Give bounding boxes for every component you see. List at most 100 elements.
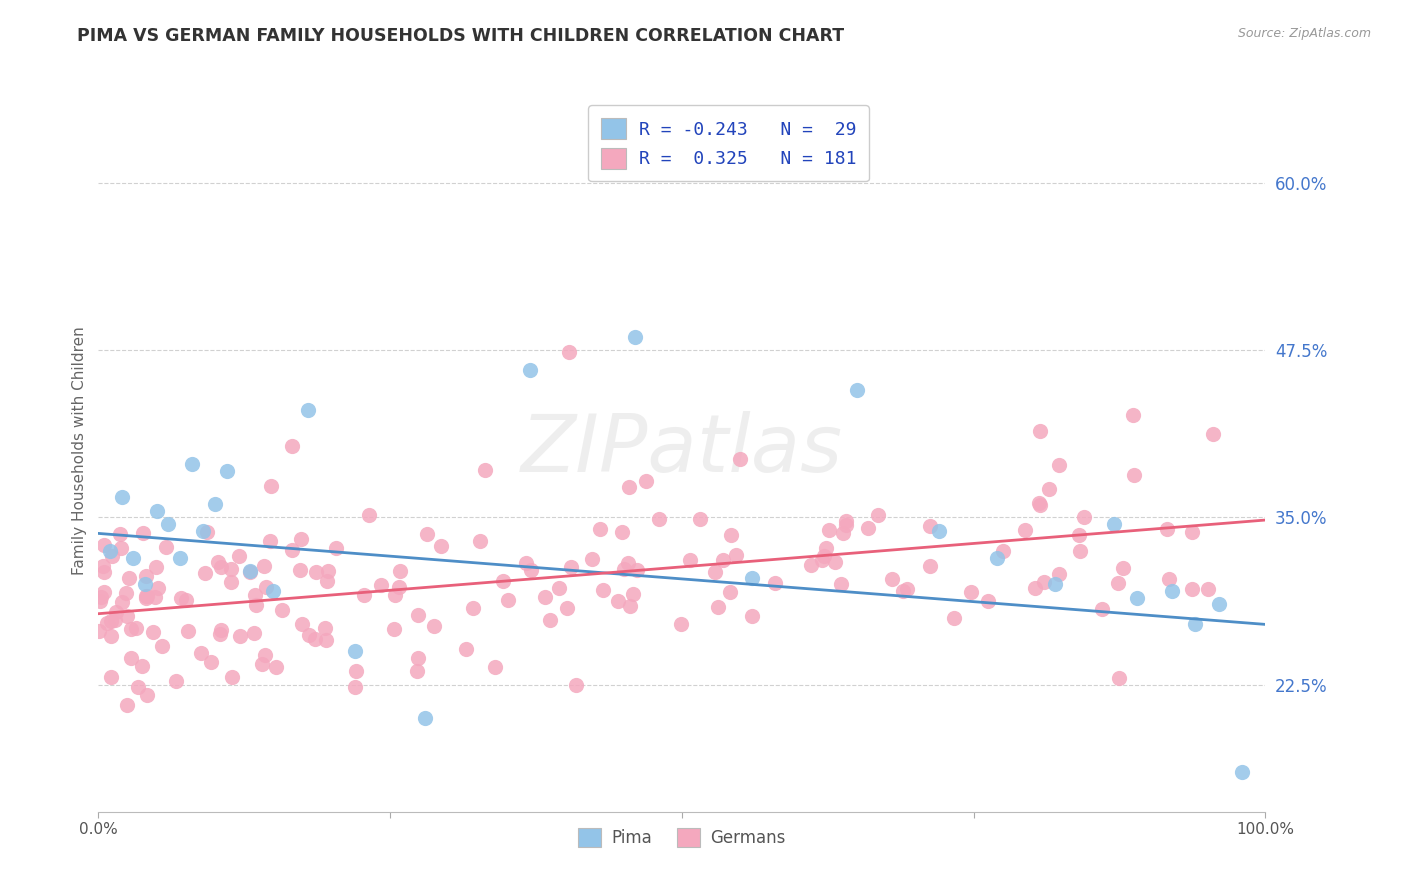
Point xyxy=(619,599,641,614)
Point xyxy=(456,642,478,657)
Point xyxy=(297,403,319,417)
Point xyxy=(190,646,212,660)
Point xyxy=(492,574,515,588)
Point xyxy=(1108,671,1130,685)
Point xyxy=(120,622,142,636)
Point xyxy=(430,539,453,553)
Point xyxy=(219,561,242,575)
Point xyxy=(474,462,496,476)
Point xyxy=(689,511,711,525)
Point xyxy=(221,575,243,590)
Point xyxy=(1038,482,1060,496)
Point xyxy=(135,569,157,583)
Y-axis label: Family Households with Children: Family Households with Children xyxy=(72,326,87,574)
Point xyxy=(111,491,134,505)
Point xyxy=(370,578,392,592)
Point xyxy=(359,508,381,523)
Point xyxy=(880,572,903,586)
Point xyxy=(538,613,561,627)
Point xyxy=(221,670,243,684)
Point xyxy=(824,556,846,570)
Point xyxy=(101,549,124,563)
Point xyxy=(1181,525,1204,540)
Point xyxy=(617,556,640,570)
Point xyxy=(711,553,734,567)
Point xyxy=(145,560,167,574)
Point xyxy=(1028,496,1050,510)
Point xyxy=(209,559,232,574)
Point xyxy=(534,590,557,604)
Point xyxy=(122,550,145,565)
Point xyxy=(344,644,367,658)
Point xyxy=(204,497,226,511)
Text: PIMA VS GERMAN FAMILY HOUSEHOLDS WITH CHILDREN CORRELATION CHART: PIMA VS GERMAN FAMILY HOUSEHOLDS WITH CH… xyxy=(77,27,845,45)
Point xyxy=(169,591,191,605)
Point xyxy=(111,594,134,608)
Point xyxy=(636,474,658,488)
Point xyxy=(1045,577,1067,591)
Point xyxy=(250,657,273,671)
Text: ZIPatlas: ZIPatlas xyxy=(520,411,844,490)
Text: Source: ZipAtlas.com: Source: ZipAtlas.com xyxy=(1237,27,1371,40)
Point xyxy=(245,598,267,612)
Point xyxy=(1091,601,1114,615)
Point xyxy=(264,660,287,674)
Point xyxy=(135,591,157,605)
Point xyxy=(1157,572,1180,586)
Point xyxy=(87,624,110,638)
Point xyxy=(498,592,520,607)
Point xyxy=(1161,584,1184,599)
Point xyxy=(818,523,841,537)
Point xyxy=(1122,408,1144,422)
Legend: Pima, Germans: Pima, Germans xyxy=(571,822,793,854)
Point xyxy=(239,564,262,578)
Point xyxy=(117,698,139,713)
Point xyxy=(515,556,537,570)
Point xyxy=(135,590,157,604)
Point xyxy=(555,601,578,615)
Point xyxy=(613,561,636,575)
Point xyxy=(991,543,1014,558)
Point xyxy=(260,479,283,493)
Point xyxy=(606,593,628,607)
Point xyxy=(1107,575,1129,590)
Point xyxy=(271,602,294,616)
Point xyxy=(1069,544,1091,558)
Point xyxy=(423,619,446,633)
Point xyxy=(180,457,202,471)
Point xyxy=(207,555,229,569)
Point xyxy=(621,586,644,600)
Point xyxy=(134,577,156,591)
Point xyxy=(811,553,834,567)
Point xyxy=(96,615,118,630)
Point xyxy=(1047,566,1070,581)
Point xyxy=(193,524,215,538)
Point xyxy=(896,582,918,596)
Point xyxy=(135,589,157,603)
Point xyxy=(581,552,603,566)
Point xyxy=(1102,517,1125,532)
Point xyxy=(155,541,177,555)
Point xyxy=(259,533,281,548)
Point xyxy=(228,549,250,563)
Point xyxy=(200,655,222,669)
Point xyxy=(100,670,122,684)
Point xyxy=(868,508,890,522)
Point xyxy=(413,711,436,725)
Point xyxy=(564,678,586,692)
Point xyxy=(93,565,115,579)
Point xyxy=(463,601,485,615)
Point xyxy=(669,617,692,632)
Point xyxy=(406,664,429,678)
Point xyxy=(891,583,914,598)
Point xyxy=(298,628,321,642)
Point xyxy=(624,330,647,344)
Point xyxy=(305,565,328,579)
Point xyxy=(142,624,165,639)
Point xyxy=(741,608,763,623)
Point xyxy=(800,558,823,573)
Point xyxy=(831,526,853,541)
Point xyxy=(1230,764,1253,779)
Point xyxy=(741,571,763,585)
Point xyxy=(325,541,347,555)
